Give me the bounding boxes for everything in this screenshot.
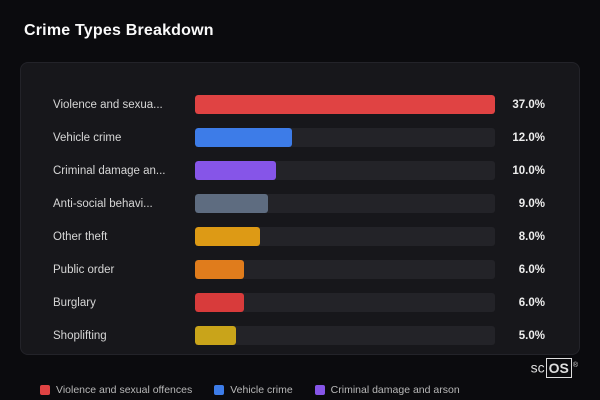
scos-logo: sc OS ® <box>531 357 578 378</box>
legend-label: Violence and sexual offences <box>56 384 193 396</box>
legend-swatch <box>314 385 325 395</box>
bar[interactable] <box>195 161 277 180</box>
value-label: 37.0% <box>512 98 545 111</box>
category-label: Anti-social behavi... <box>53 197 153 210</box>
value-label: 8.0% <box>518 230 545 243</box>
bar[interactable] <box>195 326 236 345</box>
legend-item[interactable]: Criminal damage and arson <box>314 384 460 396</box>
category-label: Vehicle crime <box>53 131 122 144</box>
category-label: Criminal damage an... <box>53 164 166 177</box>
value-label: 5.0% <box>518 329 545 342</box>
legend-item[interactable]: Vehicle crime <box>214 384 293 396</box>
legend: Violence and sexual offences Vehicle cri… <box>40 384 460 396</box>
bar[interactable] <box>195 128 293 147</box>
category-label: Other theft <box>53 230 108 243</box>
value-label: 6.0% <box>518 263 545 276</box>
value-label: 6.0% <box>518 296 545 309</box>
chart-card: Violence and sexua... 37.0% Vehicle crim… <box>20 62 580 355</box>
logo-text-sc: sc <box>530 359 545 376</box>
category-label: Burglary <box>53 296 96 309</box>
chart-row: Burglary 6.0% <box>53 286 545 319</box>
value-label: 9.0% <box>518 197 545 210</box>
legend-item[interactable]: Violence and sexual offences <box>40 384 192 396</box>
bar-track <box>195 161 495 180</box>
chart-row: Other theft 8.0% <box>53 220 545 253</box>
chart-row: Anti-social behavi... 9.0% <box>53 187 545 220</box>
legend-label: Vehicle crime <box>230 384 293 396</box>
bar-track <box>195 95 495 114</box>
bar[interactable] <box>195 95 495 114</box>
bar-track <box>195 293 495 312</box>
category-label: Shoplifting <box>53 329 107 342</box>
logo-text-os: OS <box>545 357 572 378</box>
value-label: 12.0% <box>512 131 545 144</box>
bar[interactable] <box>195 227 260 246</box>
bar[interactable] <box>195 194 268 213</box>
value-label: 10.0% <box>512 164 545 177</box>
bar-track <box>195 326 495 345</box>
chart-row: Violence and sexua... 37.0% <box>53 88 545 121</box>
page-title: Crime Types Breakdown <box>24 22 214 39</box>
bar[interactable] <box>195 293 244 312</box>
chart-row: Public order 6.0% <box>53 253 545 286</box>
bar-track <box>195 128 495 147</box>
chart-row: Vehicle crime 12.0% <box>53 121 545 154</box>
legend-label: Criminal damage and arson <box>330 384 460 396</box>
bar-track <box>195 227 495 246</box>
legend-swatch <box>214 385 225 395</box>
legend-swatch <box>40 385 50 395</box>
bar[interactable] <box>195 260 244 279</box>
registered-mark: ® <box>572 362 578 369</box>
category-label: Violence and sexua... <box>53 98 163 111</box>
chart-row: Criminal damage an... 10.0% <box>53 154 545 187</box>
bar-track <box>195 194 495 213</box>
chart-row: Shoplifting 5.0% <box>53 319 545 352</box>
bar-track <box>195 260 495 279</box>
category-label: Public order <box>53 263 115 276</box>
